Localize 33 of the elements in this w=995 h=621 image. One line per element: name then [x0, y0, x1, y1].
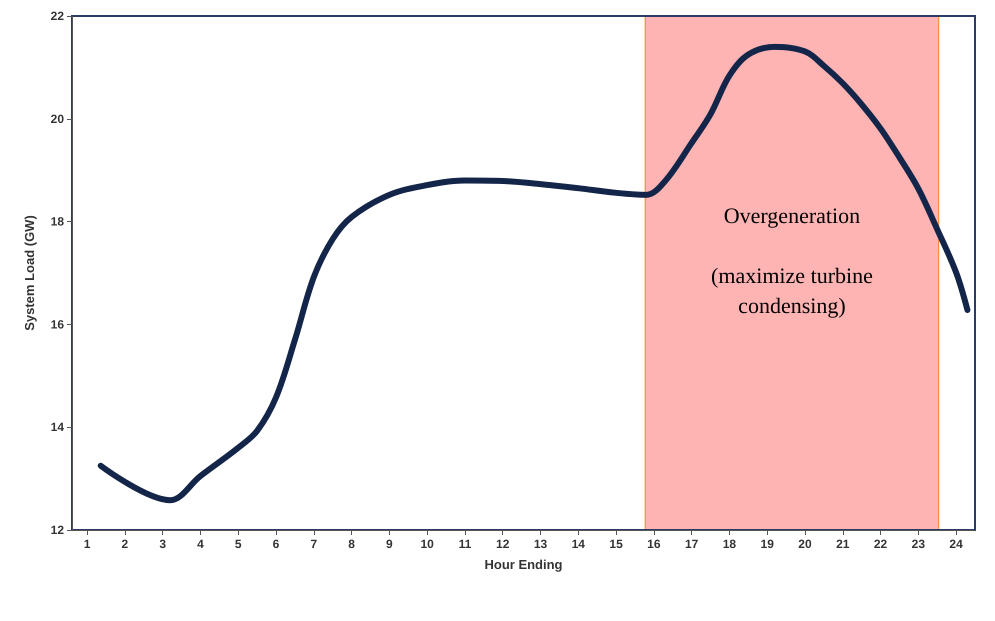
- x-tick-label: 15: [609, 537, 624, 551]
- y-axis-title: System Load (GW): [22, 215, 37, 331]
- y-tick-label: 22: [50, 9, 64, 23]
- x-tick-label: 5: [234, 537, 242, 551]
- text: Overgeneration (maximize turbine condensing): [711, 203, 873, 318]
- x-axis-title: Hour Ending: [484, 557, 563, 572]
- x-tick-label: 6: [272, 537, 280, 551]
- x-tick-label: 11: [458, 537, 472, 551]
- x-tick-label: 21: [836, 537, 850, 551]
- x-tick-label: 4: [197, 537, 204, 551]
- y-tick-label: 20: [50, 112, 64, 126]
- y-tick-label: 12: [50, 523, 64, 537]
- x-tick-label: 2: [122, 537, 129, 551]
- x-tick-label: 10: [420, 537, 434, 551]
- y-tick-label: 18: [50, 214, 64, 229]
- x-tick-label: 14: [572, 537, 586, 551]
- x-tick-label: 13: [534, 537, 548, 551]
- x-tick-label: 22: [874, 537, 888, 551]
- x-tick-label: 16: [647, 537, 661, 551]
- x-tick-label: 3: [159, 537, 166, 551]
- x-tick-label: 8: [348, 537, 356, 551]
- x-tick-label: 9: [386, 537, 394, 551]
- x-tick-label: 18: [722, 537, 736, 551]
- y-tick-label: 16: [50, 317, 64, 332]
- x-tick-label: 19: [760, 537, 774, 551]
- x-tick-label: 7: [310, 537, 318, 551]
- x-tick-label: 17: [684, 537, 699, 551]
- x-tick-label: 12: [496, 537, 510, 551]
- x-tick-label: 23: [912, 537, 926, 551]
- x-tick-label: 24: [949, 537, 964, 551]
- x-tick-label: 1: [84, 537, 91, 551]
- x-tick-label: 20: [798, 537, 812, 551]
- y-tick-label: 14: [50, 420, 64, 434]
